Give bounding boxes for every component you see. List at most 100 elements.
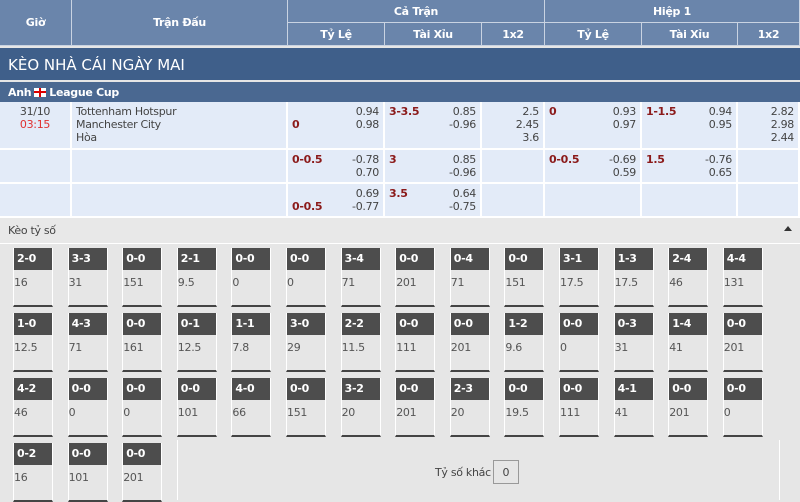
score-option[interactable]: 0-0 151 bbox=[286, 378, 326, 437]
score-option[interactable]: 1-4 41 bbox=[668, 313, 709, 372]
1x2-odds[interactable]: 2.5 bbox=[522, 105, 539, 118]
score-option[interactable]: 0-0 201 bbox=[449, 313, 490, 372]
odds-value[interactable]: -0.69 bbox=[609, 153, 636, 166]
score-label: 4-0 bbox=[232, 378, 271, 400]
handicap-cell: 0 0.94 0.98 bbox=[288, 102, 385, 150]
score-odds: 17.5 bbox=[560, 276, 584, 289]
odds-value[interactable]: -0.76 bbox=[705, 153, 732, 166]
score-option[interactable]: 2-3 20 bbox=[449, 378, 490, 437]
score-label: 0-0 bbox=[287, 378, 325, 400]
other-score[interactable]: Tỷ số khác 0 bbox=[435, 460, 519, 484]
odds-value[interactable]: -0.78 bbox=[352, 153, 379, 166]
score-option[interactable]: 1-0 12.5 bbox=[13, 313, 53, 372]
score-option[interactable]: 3-0 29 bbox=[286, 313, 326, 372]
odds-value[interactable]: -0.75 bbox=[449, 200, 476, 213]
score-option[interactable]: 0-3 31 bbox=[613, 313, 654, 372]
score-option[interactable]: 0-0 111 bbox=[559, 378, 599, 437]
odds-value[interactable]: 0.64 bbox=[452, 187, 477, 200]
score-odds: 201 bbox=[723, 341, 744, 354]
odds-value[interactable]: 0.70 bbox=[355, 166, 380, 179]
odds-value[interactable]: 0.97 bbox=[612, 118, 637, 131]
odds-value[interactable]: 0.59 bbox=[612, 166, 637, 179]
score-option[interactable]: 0-0 19.5 bbox=[504, 378, 545, 437]
1x2-cell: 2.5 2.45 3.6 bbox=[482, 102, 545, 150]
score-option[interactable]: 0-0 0 bbox=[122, 378, 163, 437]
odds-value[interactable]: 0.95 bbox=[708, 118, 733, 131]
league-header[interactable]: Anh League Cup bbox=[0, 82, 800, 102]
1x2-odds[interactable]: 3.6 bbox=[522, 131, 539, 144]
score-option[interactable]: 0-0 0 bbox=[67, 378, 108, 437]
score-label: 2-2 bbox=[341, 313, 380, 335]
odds-value[interactable]: 0.65 bbox=[708, 166, 733, 179]
half-1x2-odds[interactable]: 2.98 bbox=[770, 118, 795, 131]
half-1x2-cell: 2.82 2.98 2.44 bbox=[738, 102, 800, 150]
score-option[interactable]: 3-2 20 bbox=[340, 378, 381, 437]
score-option[interactable]: 0-1 12.5 bbox=[176, 313, 217, 372]
score-option[interactable]: 0-0 101 bbox=[176, 378, 217, 437]
score-option[interactable]: 1-2 9.6 bbox=[504, 313, 545, 372]
home-team[interactable]: Tottenham Hotspur bbox=[76, 105, 177, 118]
score-option[interactable]: 4-4 131 bbox=[722, 248, 763, 307]
score-option[interactable]: 0-0 201 bbox=[122, 443, 163, 502]
score-option[interactable]: 4-3 71 bbox=[67, 313, 108, 372]
score-option[interactable]: 3-1 17.5 bbox=[559, 248, 599, 307]
score-label: 2-1 bbox=[177, 248, 216, 270]
score-label: 0-0 bbox=[723, 313, 762, 335]
odds-value[interactable]: 0.98 bbox=[355, 118, 380, 131]
score-odds: 11.5 bbox=[341, 341, 366, 354]
header-col: 1x2 bbox=[482, 23, 545, 46]
score-option[interactable]: 3-3 31 bbox=[67, 248, 108, 307]
score-option[interactable]: 0-0 201 bbox=[668, 378, 709, 437]
score-option[interactable]: 2-2 11.5 bbox=[340, 313, 381, 372]
score-option[interactable]: 0-0 201 bbox=[395, 378, 436, 437]
score-label: 1-2 bbox=[505, 313, 544, 335]
1x2-odds[interactable]: 2.45 bbox=[515, 118, 540, 131]
time-cell: 31/10 03:15 bbox=[0, 102, 72, 150]
odds-value[interactable]: -0.96 bbox=[449, 166, 476, 179]
score-label: 2-4 bbox=[669, 248, 708, 270]
score-odds: 20 bbox=[341, 406, 356, 419]
score-option[interactable]: 0-2 16 bbox=[13, 443, 53, 502]
score-option[interactable]: 2-0 16 bbox=[13, 248, 53, 307]
score-odds: 201 bbox=[123, 471, 144, 484]
score-option[interactable]: 4-1 41 bbox=[613, 378, 654, 437]
score-option[interactable]: 0-0 0 bbox=[559, 313, 599, 372]
other-score-value[interactable]: 0 bbox=[492, 460, 519, 484]
score-option[interactable]: 1-3 17.5 bbox=[613, 248, 654, 307]
score-option[interactable]: 0-0 151 bbox=[504, 248, 545, 307]
score-option[interactable]: 0-0 201 bbox=[722, 313, 763, 372]
score-option[interactable]: 0-0 0 bbox=[286, 248, 326, 307]
over-under-cell: 3-3.5 0.85 -0.96 bbox=[385, 102, 482, 150]
odds-value[interactable]: 0.94 bbox=[355, 105, 380, 118]
odds-value[interactable]: 0.69 bbox=[355, 187, 380, 200]
odds-value[interactable]: -0.77 bbox=[352, 200, 379, 213]
away-team[interactable]: Manchester City bbox=[76, 118, 161, 131]
score-option[interactable]: 0-0 161 bbox=[122, 313, 163, 372]
odds-value[interactable]: -0.96 bbox=[449, 118, 476, 131]
score-option[interactable]: 0-0 0 bbox=[231, 248, 272, 307]
score-option[interactable]: 4-0 66 bbox=[231, 378, 272, 437]
score-option[interactable]: 0-0 0 bbox=[722, 378, 763, 437]
odds-value[interactable]: 0.93 bbox=[612, 105, 637, 118]
score-option[interactable]: 0-0 111 bbox=[395, 313, 436, 372]
score-option[interactable]: 2-4 46 bbox=[668, 248, 709, 307]
score-odds: 71 bbox=[450, 276, 465, 289]
score-odds: 9.5 bbox=[177, 276, 195, 289]
half-1x2-odds[interactable]: 2.82 bbox=[770, 105, 795, 118]
score-label: 3-1 bbox=[560, 248, 598, 270]
score-option[interactable]: 2-1 9.5 bbox=[176, 248, 217, 307]
odds-value[interactable]: 0.94 bbox=[708, 105, 733, 118]
collapse-icon[interactable] bbox=[784, 226, 792, 231]
score-option[interactable]: 1-1 7.8 bbox=[231, 313, 272, 372]
score-odds: 20 bbox=[450, 406, 465, 419]
score-option[interactable]: 4-2 46 bbox=[13, 378, 53, 437]
score-option[interactable]: 0-4 71 bbox=[449, 248, 490, 307]
score-option[interactable]: 0-0 151 bbox=[122, 248, 163, 307]
odds-value[interactable]: 0.85 bbox=[452, 105, 477, 118]
score-option[interactable]: 0-0 201 bbox=[395, 248, 436, 307]
score-option[interactable]: 3-4 71 bbox=[340, 248, 381, 307]
odds-value[interactable]: 0.85 bbox=[452, 153, 477, 166]
correct-score-header[interactable]: Kèo tỷ số bbox=[0, 218, 800, 244]
score-option[interactable]: 0-0 101 bbox=[67, 443, 108, 502]
half-1x2-odds[interactable]: 2.44 bbox=[770, 131, 795, 144]
